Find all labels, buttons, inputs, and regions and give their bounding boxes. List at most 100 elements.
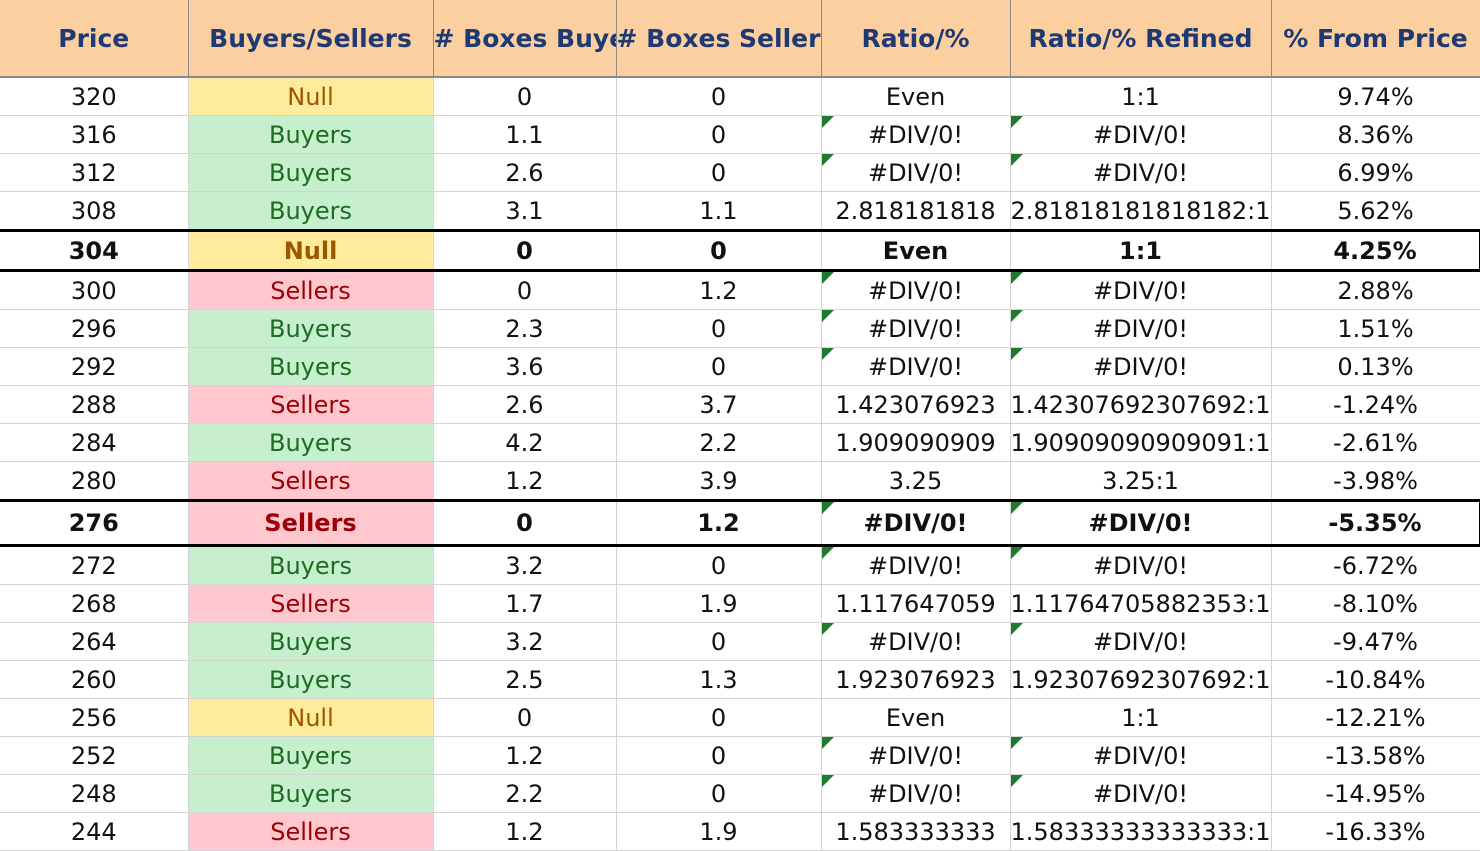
price-cell[interactable]: 316: [0, 115, 189, 154]
boxes-buyers-cell[interactable]: 3.2: [433, 622, 617, 661]
side-cell[interactable]: Sellers: [188, 499, 434, 547]
price-cell[interactable]: 308: [0, 191, 189, 231]
ratio-refined-cell[interactable]: 1.42307692307692:1: [1010, 385, 1272, 424]
side-cell[interactable]: Buyers: [188, 774, 434, 813]
price-cell[interactable]: 264: [0, 622, 189, 661]
ratio-refined-cell[interactable]: #DIV/0!: [1010, 622, 1272, 661]
ratio-refined-cell[interactable]: 1:1: [1010, 229, 1272, 272]
side-cell[interactable]: Sellers: [188, 270, 434, 310]
header-price[interactable]: Price: [0, 0, 189, 78]
ratio-cell[interactable]: #DIV/0!: [821, 545, 1011, 585]
side-cell[interactable]: Buyers: [188, 660, 434, 699]
ratio-refined-cell[interactable]: 3.25:1: [1010, 461, 1272, 501]
ratio-cell[interactable]: 2.818181818: [821, 191, 1011, 231]
price-cell[interactable]: 296: [0, 309, 189, 348]
ratio-cell[interactable]: #DIV/0!: [821, 309, 1011, 348]
price-cell[interactable]: 312: [0, 153, 189, 192]
side-cell[interactable]: Sellers: [188, 584, 434, 623]
side-cell[interactable]: Sellers: [188, 812, 434, 851]
from-price-cell[interactable]: 4.25%: [1271, 229, 1480, 272]
price-cell[interactable]: 248: [0, 774, 189, 813]
ratio-cell[interactable]: Even: [821, 229, 1011, 272]
ratio-cell[interactable]: #DIV/0!: [821, 153, 1011, 192]
from-price-cell[interactable]: -2.61%: [1271, 423, 1480, 462]
from-price-cell[interactable]: -14.95%: [1271, 774, 1480, 813]
boxes-sellers-cell[interactable]: 1.2: [616, 499, 822, 547]
price-cell[interactable]: 304: [0, 229, 189, 272]
ratio-cell[interactable]: 1.909090909: [821, 423, 1011, 462]
boxes-sellers-cell[interactable]: 0: [616, 77, 822, 116]
side-cell[interactable]: Buyers: [188, 115, 434, 154]
header-from-price[interactable]: % From Price: [1271, 0, 1480, 78]
boxes-buyers-cell[interactable]: 1.2: [433, 812, 617, 851]
boxes-sellers-cell[interactable]: 3.7: [616, 385, 822, 424]
from-price-cell[interactable]: 5.62%: [1271, 191, 1480, 231]
boxes-sellers-cell[interactable]: 0: [616, 736, 822, 775]
price-cell[interactable]: 244: [0, 812, 189, 851]
boxes-sellers-cell[interactable]: 1.2: [616, 270, 822, 310]
ratio-refined-cell[interactable]: #DIV/0!: [1010, 774, 1272, 813]
ratio-cell[interactable]: 1.583333333: [821, 812, 1011, 851]
ratio-cell[interactable]: #DIV/0!: [821, 774, 1011, 813]
ratio-refined-cell[interactable]: #DIV/0!: [1010, 270, 1272, 310]
boxes-buyers-cell[interactable]: 4.2: [433, 423, 617, 462]
boxes-buyers-cell[interactable]: 0: [433, 77, 617, 116]
side-cell[interactable]: Null: [188, 229, 434, 272]
side-cell[interactable]: Buyers: [188, 153, 434, 192]
from-price-cell[interactable]: 1.51%: [1271, 309, 1480, 348]
ratio-cell[interactable]: #DIV/0!: [821, 347, 1011, 386]
from-price-cell[interactable]: 8.36%: [1271, 115, 1480, 154]
boxes-buyers-cell[interactable]: 0: [433, 229, 617, 272]
ratio-cell[interactable]: 1.423076923: [821, 385, 1011, 424]
boxes-sellers-cell[interactable]: 0: [616, 309, 822, 348]
price-cell[interactable]: 268: [0, 584, 189, 623]
ratio-refined-cell[interactable]: #DIV/0!: [1010, 309, 1272, 348]
boxes-sellers-cell[interactable]: 3.9: [616, 461, 822, 501]
boxes-sellers-cell[interactable]: 1.9: [616, 812, 822, 851]
from-price-cell[interactable]: 2.88%: [1271, 270, 1480, 310]
price-cell[interactable]: 280: [0, 461, 189, 501]
boxes-sellers-cell[interactable]: 0: [616, 229, 822, 272]
boxes-buyers-cell[interactable]: 1.2: [433, 461, 617, 501]
price-cell[interactable]: 276: [0, 499, 189, 547]
boxes-buyers-cell[interactable]: 2.3: [433, 309, 617, 348]
ratio-refined-cell[interactable]: #DIV/0!: [1010, 347, 1272, 386]
boxes-sellers-cell[interactable]: 0: [616, 347, 822, 386]
from-price-cell[interactable]: -9.47%: [1271, 622, 1480, 661]
boxes-sellers-cell[interactable]: 0: [616, 698, 822, 737]
header-boxes-buyers[interactable]: # Boxes Buyers: [433, 0, 617, 78]
boxes-buyers-cell[interactable]: 1.1: [433, 115, 617, 154]
from-price-cell[interactable]: -10.84%: [1271, 660, 1480, 699]
price-cell[interactable]: 292: [0, 347, 189, 386]
boxes-buyers-cell[interactable]: 1.2: [433, 736, 617, 775]
boxes-buyers-cell[interactable]: 0: [433, 499, 617, 547]
ratio-refined-cell[interactable]: #DIV/0!: [1010, 736, 1272, 775]
ratio-cell[interactable]: #DIV/0!: [821, 622, 1011, 661]
ratio-refined-cell[interactable]: 1:1: [1010, 77, 1272, 116]
from-price-cell[interactable]: -6.72%: [1271, 545, 1480, 585]
boxes-buyers-cell[interactable]: 0: [433, 270, 617, 310]
ratio-cell[interactable]: Even: [821, 698, 1011, 737]
ratio-cell[interactable]: #DIV/0!: [821, 115, 1011, 154]
side-cell[interactable]: Buyers: [188, 423, 434, 462]
boxes-buyers-cell[interactable]: 2.6: [433, 385, 617, 424]
ratio-refined-cell[interactable]: 1.90909090909091:1: [1010, 423, 1272, 462]
header-ratio-refined[interactable]: Ratio/% Refined: [1010, 0, 1272, 78]
boxes-sellers-cell[interactable]: 0: [616, 622, 822, 661]
from-price-cell[interactable]: 0.13%: [1271, 347, 1480, 386]
ratio-refined-cell[interactable]: 1.11764705882353:1: [1010, 584, 1272, 623]
from-price-cell[interactable]: -12.21%: [1271, 698, 1480, 737]
header-ratio[interactable]: Ratio/%: [821, 0, 1011, 78]
boxes-sellers-cell[interactable]: 0: [616, 153, 822, 192]
price-cell[interactable]: 288: [0, 385, 189, 424]
boxes-sellers-cell[interactable]: 2.2: [616, 423, 822, 462]
ratio-refined-cell[interactable]: #DIV/0!: [1010, 153, 1272, 192]
from-price-cell[interactable]: 6.99%: [1271, 153, 1480, 192]
price-cell[interactable]: 272: [0, 545, 189, 585]
ratio-cell[interactable]: 1.117647059: [821, 584, 1011, 623]
side-cell[interactable]: Null: [188, 698, 434, 737]
side-cell[interactable]: Buyers: [188, 347, 434, 386]
from-price-cell[interactable]: -8.10%: [1271, 584, 1480, 623]
ratio-refined-cell[interactable]: #DIV/0!: [1010, 499, 1272, 547]
ratio-refined-cell[interactable]: #DIV/0!: [1010, 115, 1272, 154]
